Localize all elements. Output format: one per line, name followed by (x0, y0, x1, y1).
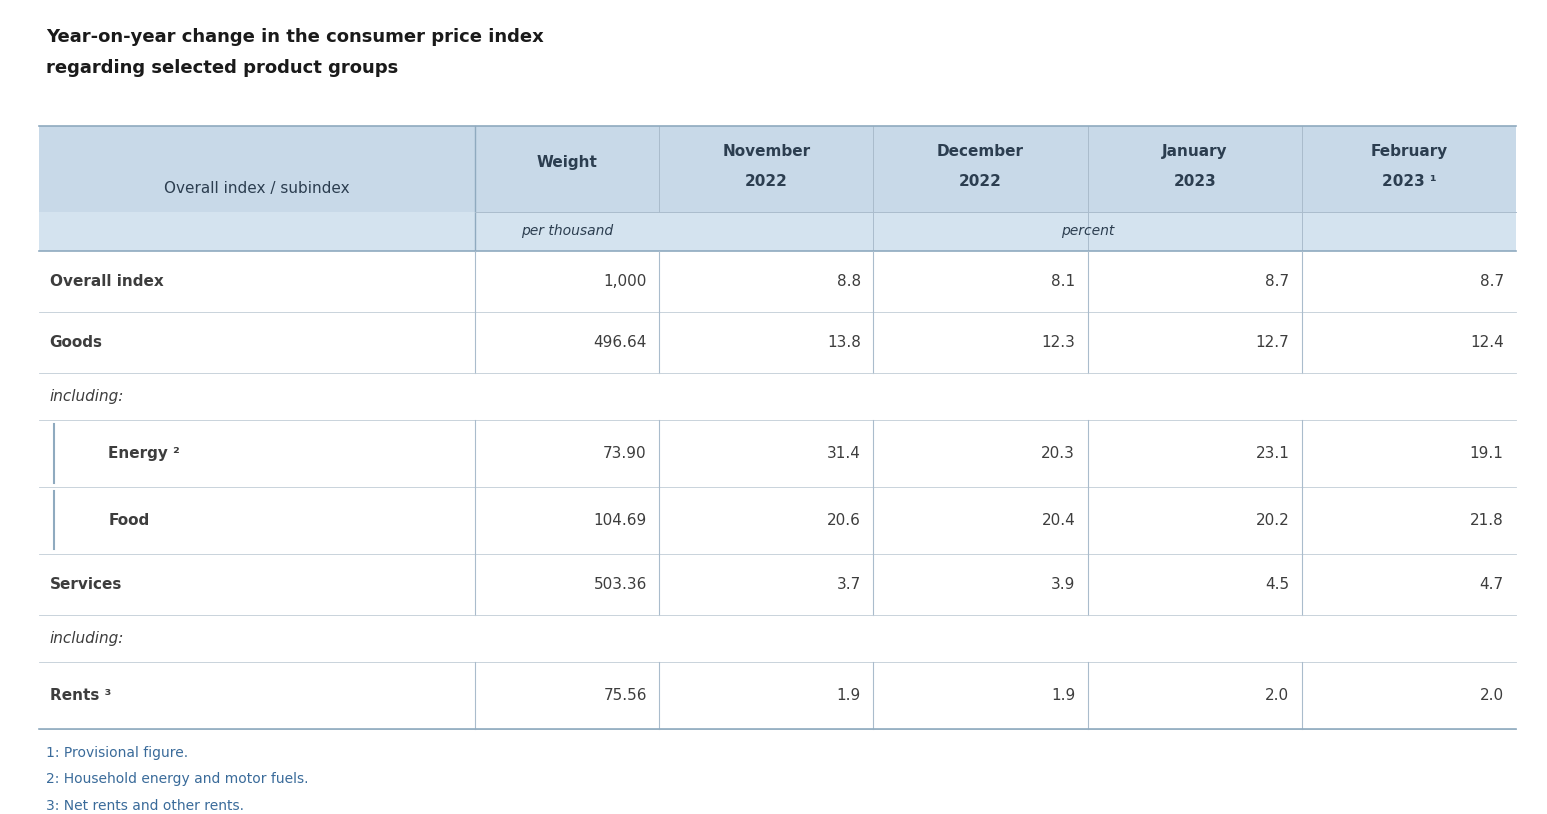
Text: Weight: Weight (537, 155, 597, 169)
Text: 20.3: 20.3 (1041, 446, 1075, 461)
Text: Rents ³: Rents ³ (50, 688, 111, 702)
Text: 2.0: 2.0 (1479, 688, 1504, 702)
Text: 3: Net rents and other rents.: 3: Net rents and other rents. (46, 799, 244, 812)
Text: 12.3: 12.3 (1041, 335, 1075, 350)
Text: 3.7: 3.7 (837, 576, 862, 592)
Text: November: November (722, 144, 811, 160)
Text: including:: including: (50, 631, 124, 646)
Text: 31.4: 31.4 (828, 446, 862, 461)
Text: including:: including: (50, 389, 124, 404)
Text: 2022: 2022 (744, 174, 787, 189)
Text: Goods: Goods (50, 335, 102, 350)
Text: 12.7: 12.7 (1256, 335, 1290, 350)
Text: 4.7: 4.7 (1479, 576, 1504, 592)
Text: 20.6: 20.6 (828, 513, 862, 527)
Text: 1.9: 1.9 (1050, 688, 1075, 702)
Text: 1.9: 1.9 (837, 688, 862, 702)
Text: February: February (1371, 144, 1448, 160)
Text: Food: Food (108, 513, 150, 527)
Text: 8.8: 8.8 (837, 274, 862, 289)
Text: 104.69: 104.69 (594, 513, 647, 527)
Text: 503.36: 503.36 (594, 576, 647, 592)
Text: 19.1: 19.1 (1470, 446, 1504, 461)
Text: 21.8: 21.8 (1470, 513, 1504, 527)
Text: Energy ²: Energy ² (108, 446, 179, 461)
Text: 73.90: 73.90 (603, 446, 647, 461)
Text: 20.4: 20.4 (1041, 513, 1075, 527)
Text: 3.9: 3.9 (1050, 576, 1075, 592)
Text: 75.56: 75.56 (603, 688, 647, 702)
Text: 8.7: 8.7 (1479, 274, 1504, 289)
Text: 8.7: 8.7 (1265, 274, 1290, 289)
Text: Services: Services (50, 576, 122, 592)
Text: January: January (1162, 144, 1227, 160)
Text: 496.64: 496.64 (594, 335, 647, 350)
Text: 2023: 2023 (1173, 174, 1216, 189)
Text: Year-on-year change in the consumer price index: Year-on-year change in the consumer pric… (46, 28, 545, 46)
Text: 2023 ¹: 2023 ¹ (1381, 174, 1436, 189)
Text: regarding selected product groups: regarding selected product groups (46, 59, 399, 77)
Text: 2.0: 2.0 (1265, 688, 1290, 702)
Text: 2: Household energy and motor fuels.: 2: Household energy and motor fuels. (46, 772, 309, 786)
Text: 1,000: 1,000 (603, 274, 647, 289)
Text: 2022: 2022 (959, 174, 1002, 189)
Text: percent: percent (1061, 224, 1114, 239)
Text: Overall index: Overall index (50, 274, 164, 289)
Text: 23.1: 23.1 (1256, 446, 1290, 461)
Text: Overall index / subindex: Overall index / subindex (164, 181, 350, 196)
Text: 20.2: 20.2 (1256, 513, 1290, 527)
Text: 12.4: 12.4 (1470, 335, 1504, 350)
Text: December: December (937, 144, 1024, 160)
Text: 4.5: 4.5 (1265, 576, 1290, 592)
Text: 1: Provisional figure.: 1: Provisional figure. (46, 746, 189, 760)
Text: per thousand: per thousand (521, 224, 613, 239)
Text: 13.8: 13.8 (828, 335, 862, 350)
Text: 8.1: 8.1 (1050, 274, 1075, 289)
